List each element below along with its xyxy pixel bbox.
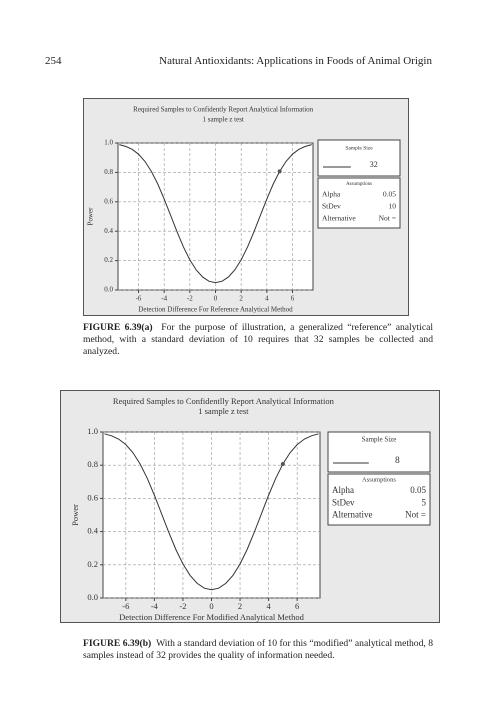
y-tick-label: 0.0 [104,286,113,294]
caption-text: With a standard deviation of 10 for this… [83,638,434,661]
legend-box [327,431,431,473]
assumption-value: Not = [379,214,396,223]
x-tick-label: 4 [265,295,269,303]
x-tick-label: 2 [239,295,243,303]
assumption-name: Alternative [322,214,356,223]
assumption-name: Alpha [332,485,354,495]
legend-label: 32 [370,160,378,169]
caption-label: FIGURE 6.39(b) [83,638,152,649]
y-tick-label: 1.0 [104,139,113,147]
legend-label: 8 [395,456,400,466]
x-axis-label: Detection Difference For Modified Analyt… [119,612,304,622]
assumptions-box [327,473,431,526]
assumptions-title: Assumptions [346,182,372,187]
chart-subtitle: 1 sample z test [198,406,249,416]
assumption-name: Alternative [332,510,372,520]
running-title: Natural Antioxidants: Applications in Fo… [159,55,432,67]
x-tick-label: 6 [295,601,299,611]
x-tick-label: -2 [187,295,193,303]
y-tick-label: 1.0 [87,426,98,436]
chart-title: Required Samples to Confidentlly Report … [113,396,335,406]
x-tick-label: -4 [161,295,167,303]
caption-text: For the purpose of illustration, a gener… [83,322,434,357]
assumption-name: StDev [332,497,355,507]
y-axis-label: Power [70,504,80,526]
assumption-value: 0.05 [410,485,426,495]
assumption-name: StDev [322,202,341,211]
y-tick-label: 0.8 [104,168,113,176]
y-tick-label: 0.6 [87,492,98,502]
assumptions-box [317,177,401,229]
chart-subtitle: 1 sample z test [202,116,243,124]
y-tick-label: 0.6 [104,197,113,205]
x-tick-label: -4 [151,601,159,611]
assumption-value: 0.05 [383,190,396,199]
chart: Required Samples to Confidentlly Report … [60,390,440,623]
legend-title: Sample Size [362,436,397,444]
x-tick-label: 2 [238,601,242,611]
assumption-name: Alpha [322,190,341,199]
y-tick-label: 0.8 [87,459,98,469]
legend-title: Sample Size [345,145,373,151]
caption: FIGURE 6.39(a) For the purpose of illust… [83,322,433,358]
x-tick-label: -2 [179,601,186,611]
y-tick-label: 0.4 [87,526,98,536]
x-tick-label: 0 [209,601,213,611]
y-tick-label: 0.0 [87,592,98,602]
assumption-value: 10 [389,202,397,211]
x-tick-label: -6 [136,295,142,303]
x-tick-label: 4 [266,601,271,611]
highlight-point [277,169,282,174]
x-tick-label: -6 [122,601,129,611]
assumptions-title: Assumptions [362,476,396,483]
x-tick-label: 0 [214,295,218,303]
y-axis-label: Power [87,207,95,226]
legend-box [317,139,401,177]
x-tick-label: 6 [291,295,295,303]
y-tick-label: 0.2 [87,559,98,569]
assumption-value: Not = [405,510,426,520]
y-tick-label: 0.2 [104,256,113,264]
chart-title: Required Samples to Confidently Report A… [133,106,314,114]
highlight-point [280,462,285,467]
caption: FIGURE 6.39(b) With a standard deviation… [83,638,433,662]
chart: Required Samples to Confidently Report A… [83,98,409,316]
caption-label: FIGURE 6.39(a) [83,322,153,333]
y-tick-label: 0.4 [104,227,113,235]
assumption-value: 5 [422,497,427,507]
page-number: 254 [45,55,62,67]
x-axis-label: Detection Difference For Reference Analy… [138,306,293,314]
